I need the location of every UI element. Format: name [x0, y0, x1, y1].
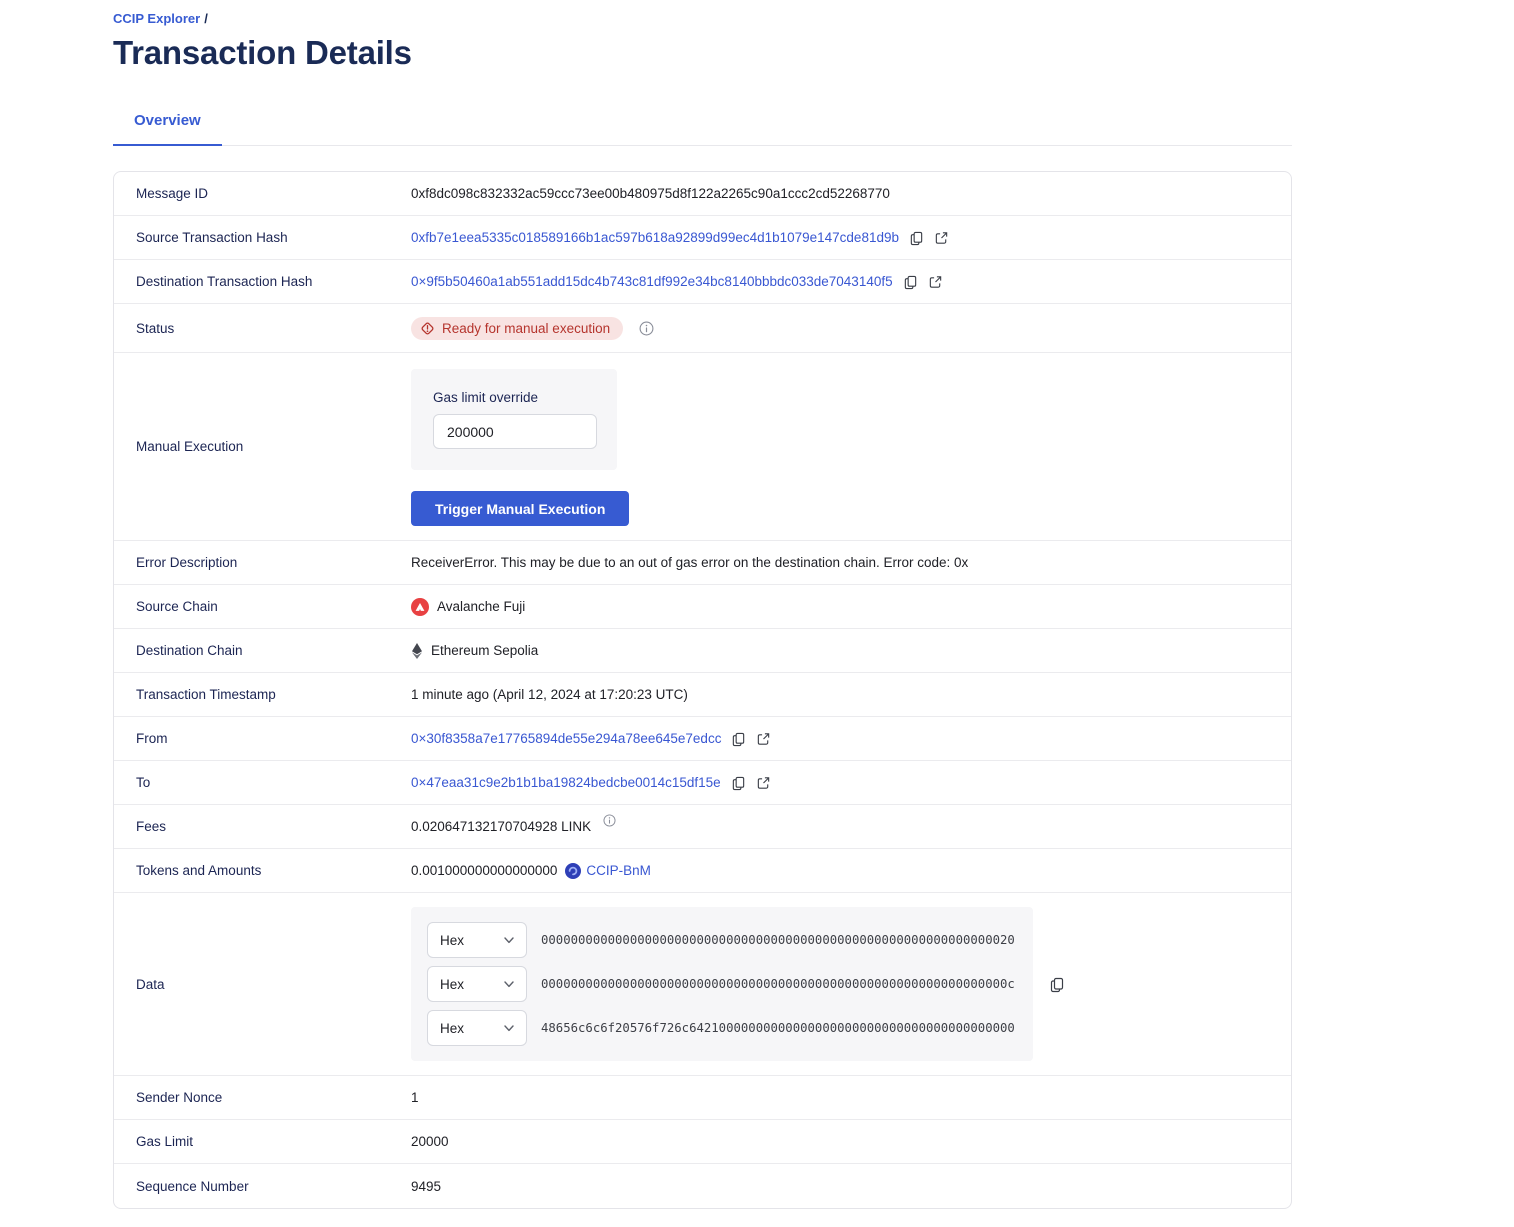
destination-chain-value: Ethereum Sepolia	[431, 643, 539, 658]
transaction-details-page: CCIP Explorer / Transaction Details Overv…	[113, 11, 1292, 1209]
sender-nonce-label: Sender Nonce	[136, 1090, 223, 1105]
transaction-timestamp-value: 1 minute ago (April 12, 2024 at 17:20:23…	[411, 687, 688, 702]
chevron-down-icon	[504, 1024, 514, 1032]
info-icon[interactable]	[639, 321, 654, 336]
status-label: Status	[136, 320, 175, 336]
row-from: From 0×30f8358a7e17765894de55e294a78ee64…	[114, 717, 1291, 761]
hex-format-value: Hex	[440, 932, 465, 948]
page-title: Transaction Details	[113, 34, 412, 71]
row-tokens-and-amounts: Tokens and Amounts 0.001000000000000000 …	[114, 849, 1291, 893]
trigger-manual-execution-button[interactable]: Trigger Manual Execution	[411, 491, 630, 526]
hex-data-value: 48656c6c6f20576f726c64210000000000000000…	[541, 1021, 1015, 1035]
destination-chain-label: Destination Chain	[136, 643, 243, 658]
sequence-number-value: 9495	[411, 1178, 442, 1194]
external-link-icon[interactable]	[934, 230, 949, 246]
hex-data-value: 0000000000000000000000000000000000000000…	[541, 933, 1015, 947]
from-label: From	[136, 731, 168, 746]
gas-limit-override-input[interactable]	[433, 414, 597, 449]
row-fees: Fees 0.020647132170704928 LINK	[114, 805, 1291, 849]
to-address-link[interactable]: 0×47eaa31c9e2b1b1ba19824bedcbe0014c15df1…	[411, 775, 721, 790]
row-to: To 0×47eaa31c9e2b1b1ba19824bedcbe0014c15…	[114, 761, 1291, 805]
manual-execution-label: Manual Execution	[136, 439, 244, 454]
row-sender-nonce: Sender Nonce 1	[114, 1076, 1291, 1120]
hex-format-select[interactable]: Hex	[427, 966, 527, 1002]
status-badge-text: Ready for manual execution	[442, 320, 611, 336]
external-link-icon[interactable]	[756, 731, 771, 747]
transaction-timestamp-label: Transaction Timestamp	[136, 687, 276, 702]
gas-limit-value: 20000	[411, 1134, 449, 1149]
token-link[interactable]: CCIP-BnM	[565, 862, 651, 879]
copy-icon[interactable]	[731, 731, 746, 747]
row-data: Data Hex 0000000000000000000000000000000…	[114, 893, 1291, 1076]
external-link-icon[interactable]	[756, 775, 771, 791]
source-tx-hash-label: Source Transaction Hash	[136, 230, 288, 245]
row-destination-tx-hash: Destination Transaction Hash 0×9f5b50460…	[114, 260, 1291, 304]
copy-icon[interactable]	[731, 775, 746, 791]
data-panel: Hex 000000000000000000000000000000000000…	[411, 907, 1033, 1061]
gas-limit-label: Gas Limit	[136, 1134, 194, 1149]
sequence-number-label: Sequence Number	[136, 1178, 249, 1194]
destination-tx-hash-link[interactable]: 0×9f5b50460a1ab551add15dc4b743c81df992e3…	[411, 274, 893, 289]
row-gas-limit: Gas Limit 20000	[114, 1120, 1291, 1164]
row-transaction-timestamp: Transaction Timestamp 1 minute ago (Apri…	[114, 673, 1291, 717]
source-tx-hash-link[interactable]: 0xfb7e1eea5335c018589166b1ac597b618a9289…	[411, 230, 899, 245]
copy-icon[interactable]	[909, 230, 924, 246]
tokens-and-amounts-label: Tokens and Amounts	[136, 863, 262, 878]
row-message-id: Message ID 0xf8dc098c832332ac59ccc73ee00…	[114, 172, 1291, 216]
to-label: To	[136, 775, 151, 790]
status-badge: Ready for manual execution	[411, 316, 624, 340]
token-name: CCIP-BnM	[586, 863, 651, 878]
alert-diamond-icon	[420, 321, 435, 336]
gas-limit-override-panel: Gas limit override	[411, 369, 617, 470]
message-id-label: Message ID	[136, 186, 209, 201]
ethereum-icon	[411, 642, 423, 660]
breadcrumb-separator: /	[204, 11, 208, 26]
copy-icon[interactable]	[1049, 976, 1065, 993]
breadcrumb-ccip-explorer-link[interactable]: CCIP Explorer	[113, 11, 201, 26]
row-source-tx-hash: Source Transaction Hash 0xfb7e1eea5335c0…	[114, 216, 1291, 260]
row-manual-execution: Manual Execution Gas limit override Trig…	[114, 353, 1291, 541]
row-destination-chain: Destination Chain Ethereum Sepolia	[114, 629, 1291, 673]
destination-tx-hash-label: Destination Transaction Hash	[136, 274, 313, 289]
row-sequence-number: Sequence Number 9495	[114, 1164, 1291, 1208]
copy-icon[interactable]	[903, 274, 918, 290]
data-line: Hex 48656c6c6f20576f726c6421000000000000…	[427, 1010, 1017, 1046]
source-chain-value: Avalanche Fuji	[437, 599, 526, 614]
external-link-icon[interactable]	[928, 274, 943, 290]
token-amount-value: 0.001000000000000000	[411, 863, 558, 878]
chevron-down-icon	[504, 980, 514, 988]
gas-limit-override-label: Gas limit override	[433, 390, 539, 405]
tab-overview[interactable]: Overview	[113, 102, 222, 146]
hex-format-value: Hex	[440, 1020, 465, 1036]
fees-label: Fees	[136, 819, 167, 834]
transaction-details-card: Message ID 0xf8dc098c832332ac59ccc73ee00…	[113, 171, 1292, 1209]
tab-bar: Overview	[113, 102, 1292, 146]
row-status: Status Ready for manual execution	[114, 304, 1291, 353]
hex-format-select[interactable]: Hex	[427, 922, 527, 958]
chevron-down-icon	[504, 936, 514, 944]
data-line: Hex 000000000000000000000000000000000000…	[427, 922, 1017, 958]
hex-data-value: 0000000000000000000000000000000000000000…	[541, 977, 1015, 991]
ccip-bnm-token-icon	[565, 862, 582, 879]
info-icon[interactable]	[603, 814, 616, 827]
from-address-link[interactable]: 0×30f8358a7e17765894de55e294a78ee645e7ed…	[411, 731, 722, 746]
hex-format-select[interactable]: Hex	[427, 1010, 527, 1046]
row-error-description: Error Description ReceiverError. This ma…	[114, 541, 1291, 585]
fees-value: 0.020647132170704928 LINK	[411, 819, 592, 834]
error-description-value: ReceiverError. This may be due to an out…	[411, 555, 969, 570]
data-label: Data	[136, 976, 165, 992]
breadcrumb: CCIP Explorer /	[113, 11, 1292, 26]
hex-format-value: Hex	[440, 976, 465, 992]
row-source-chain: Source Chain Avalanche Fuji	[114, 585, 1291, 629]
avalanche-icon	[411, 597, 429, 616]
source-chain-label: Source Chain	[136, 599, 218, 614]
sender-nonce-value: 1	[411, 1090, 419, 1105]
data-line: Hex 000000000000000000000000000000000000…	[427, 966, 1017, 1002]
message-id-value: 0xf8dc098c832332ac59ccc73ee00b480975d8f1…	[411, 186, 890, 201]
error-description-label: Error Description	[136, 555, 238, 570]
